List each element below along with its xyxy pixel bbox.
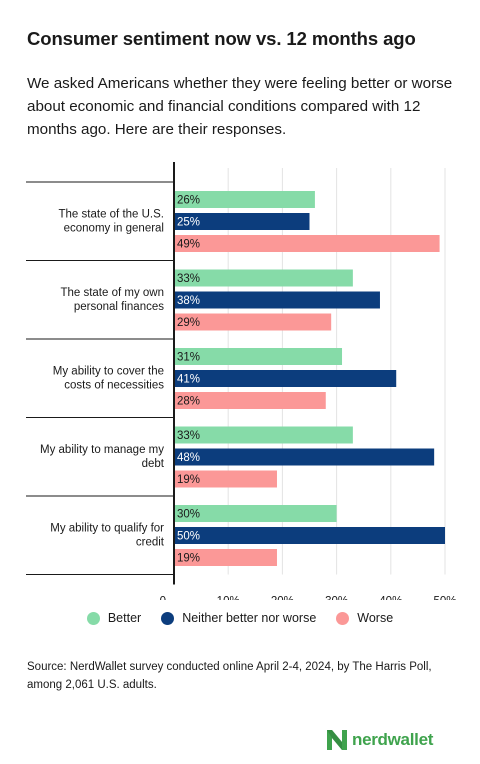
bar [174,549,277,566]
legend: Better Neither better nor worse Worse [0,611,480,625]
legend-item-better: Better [86,611,142,625]
bar-value-label: 31% [177,352,200,364]
category-label: personal finances [74,301,164,313]
bar [174,527,445,544]
legend-swatch-better [86,611,100,625]
bar [174,235,440,252]
category-label: economy in general [64,222,164,234]
legend-item-neither: Neither better nor worse [161,611,316,625]
bar [174,426,353,444]
bar-chart: 26% 25% 49% The state of the U.S. economy in… [26,162,457,601]
bar-value-label: 19% [177,553,200,565]
bar [174,505,337,522]
x-tick-label: 10% [217,596,240,601]
category-label: My ability to qualify for [50,522,164,534]
legend-swatch-worse [336,611,350,625]
category-label: The state of my own [60,287,164,299]
bar-value-label: 33% [177,273,200,285]
nerdwallet-logo-text: nerdwallet [352,730,434,749]
category-label: My ability to manage my [40,444,164,456]
x-tick-label: 30% [325,596,348,601]
bar [174,191,315,208]
bar [174,392,326,409]
legend-label-better: Better [107,611,142,625]
bar-value-label: 33% [177,430,200,442]
x-tick-label: 50% [433,596,456,601]
bar-value-label: 25% [177,217,200,229]
legend-item-worse: Worse [336,611,393,625]
bar [174,348,343,365]
nerdwallet-logo: nerdwallet [326,729,433,751]
bar-value-label: 19% [177,474,200,486]
bar [174,291,380,309]
category-label: The state of the U.S. [59,208,164,220]
legend-label-neither: Neither better nor worse [182,611,317,625]
x-tick-label: 20% [271,596,294,601]
legend-swatch-neither [161,611,175,625]
bar-value-label: 41% [177,374,200,386]
bar-value-label: 48% [177,452,200,464]
bar [174,370,397,387]
legend-label-worse: Worse [357,611,394,625]
category-label: debt [142,458,165,470]
bar-value-label: 26% [177,195,200,207]
x-tick-label: 40% [379,596,402,601]
bar [174,470,277,488]
bar [174,448,435,466]
bar-value-label: 49% [177,239,200,251]
chart-subtitle: We asked Americans whether they were fee… [27,75,453,138]
bar [174,313,332,331]
bar-value-label: 30% [177,509,200,521]
category-label: credit [136,536,165,548]
x-tick-label: 0 [160,596,166,601]
bar [174,213,310,230]
bar-value-label: 29% [177,317,200,329]
bar [174,269,353,287]
bar-value-label: 38% [177,295,200,307]
chart-title: Consumer sentiment now vs. 12 months ago [27,28,416,49]
source-note: Source: NerdWallet survey conducted onli… [27,661,432,691]
nerdwallet-logo-icon [327,730,347,750]
category-label: costs of necessities [64,379,164,391]
bar-value-label: 50% [177,531,200,543]
category-label: My ability to cover the [53,365,164,377]
bar-value-label: 28% [177,396,200,408]
